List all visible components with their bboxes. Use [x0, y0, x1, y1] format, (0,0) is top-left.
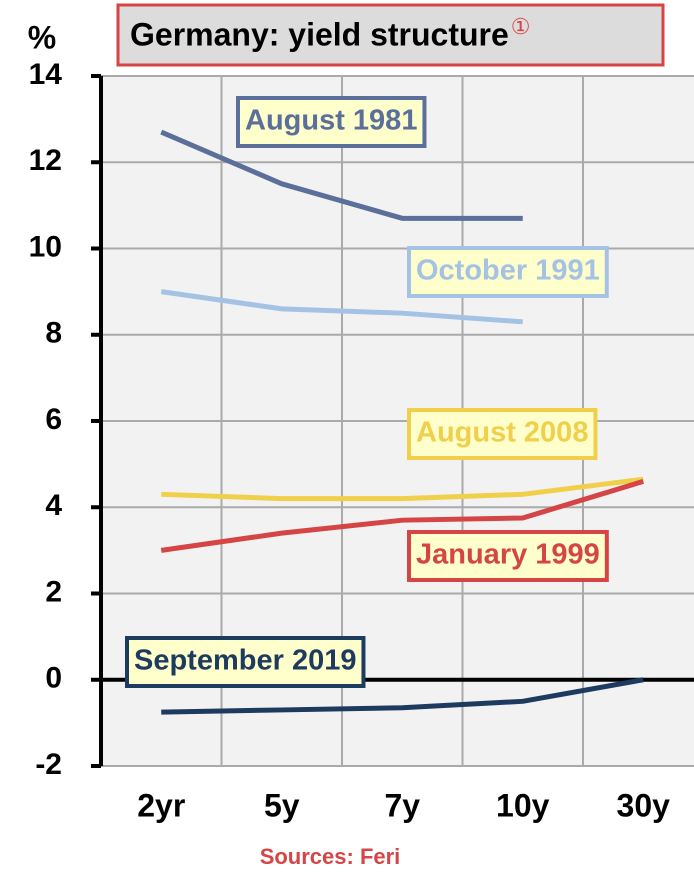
legend-box: [407, 530, 609, 582]
series-line: [161, 677, 644, 715]
x-tick-label: 10y: [496, 787, 550, 823]
series-line: [161, 476, 644, 502]
y-axis-label: %: [28, 19, 56, 55]
legend-label: August 2008: [416, 417, 588, 449]
legend-box: [125, 636, 366, 688]
y-tick-label: 4: [45, 489, 62, 522]
y-tick-label: 0: [45, 662, 62, 695]
series-line: [160, 289, 523, 325]
source: Sources: Feri: [260, 844, 401, 869]
y-tick-label: 10: [29, 230, 62, 263]
y-tick-label: 8: [45, 317, 62, 350]
legend-label: August 1981: [245, 105, 417, 137]
chart-title: Germany: yield structure: [130, 16, 509, 52]
x-tick-label: 30y: [617, 787, 671, 823]
x-tick-label: 2yr: [137, 787, 185, 823]
title-box: [116, 3, 665, 67]
y-tick-label: 12: [29, 144, 62, 177]
y-tick-label: -2: [35, 748, 62, 781]
series-line: [160, 129, 523, 221]
legend-label: October 1991: [416, 255, 600, 287]
x-tick-label: 7y: [384, 787, 420, 823]
y-tick-label: 14: [29, 58, 63, 91]
legend-box: [407, 408, 598, 460]
legend-label: September 2019: [134, 645, 356, 677]
x-tick-label: 5y: [264, 787, 300, 823]
title-marker: ①: [511, 14, 531, 39]
legend-box: [407, 246, 609, 298]
y-tick-label: 6: [45, 403, 62, 436]
legend-label: January 1999: [416, 539, 600, 571]
y-tick-label: 2: [45, 575, 62, 608]
legend-box: [236, 96, 427, 148]
series-line: [160, 478, 644, 553]
